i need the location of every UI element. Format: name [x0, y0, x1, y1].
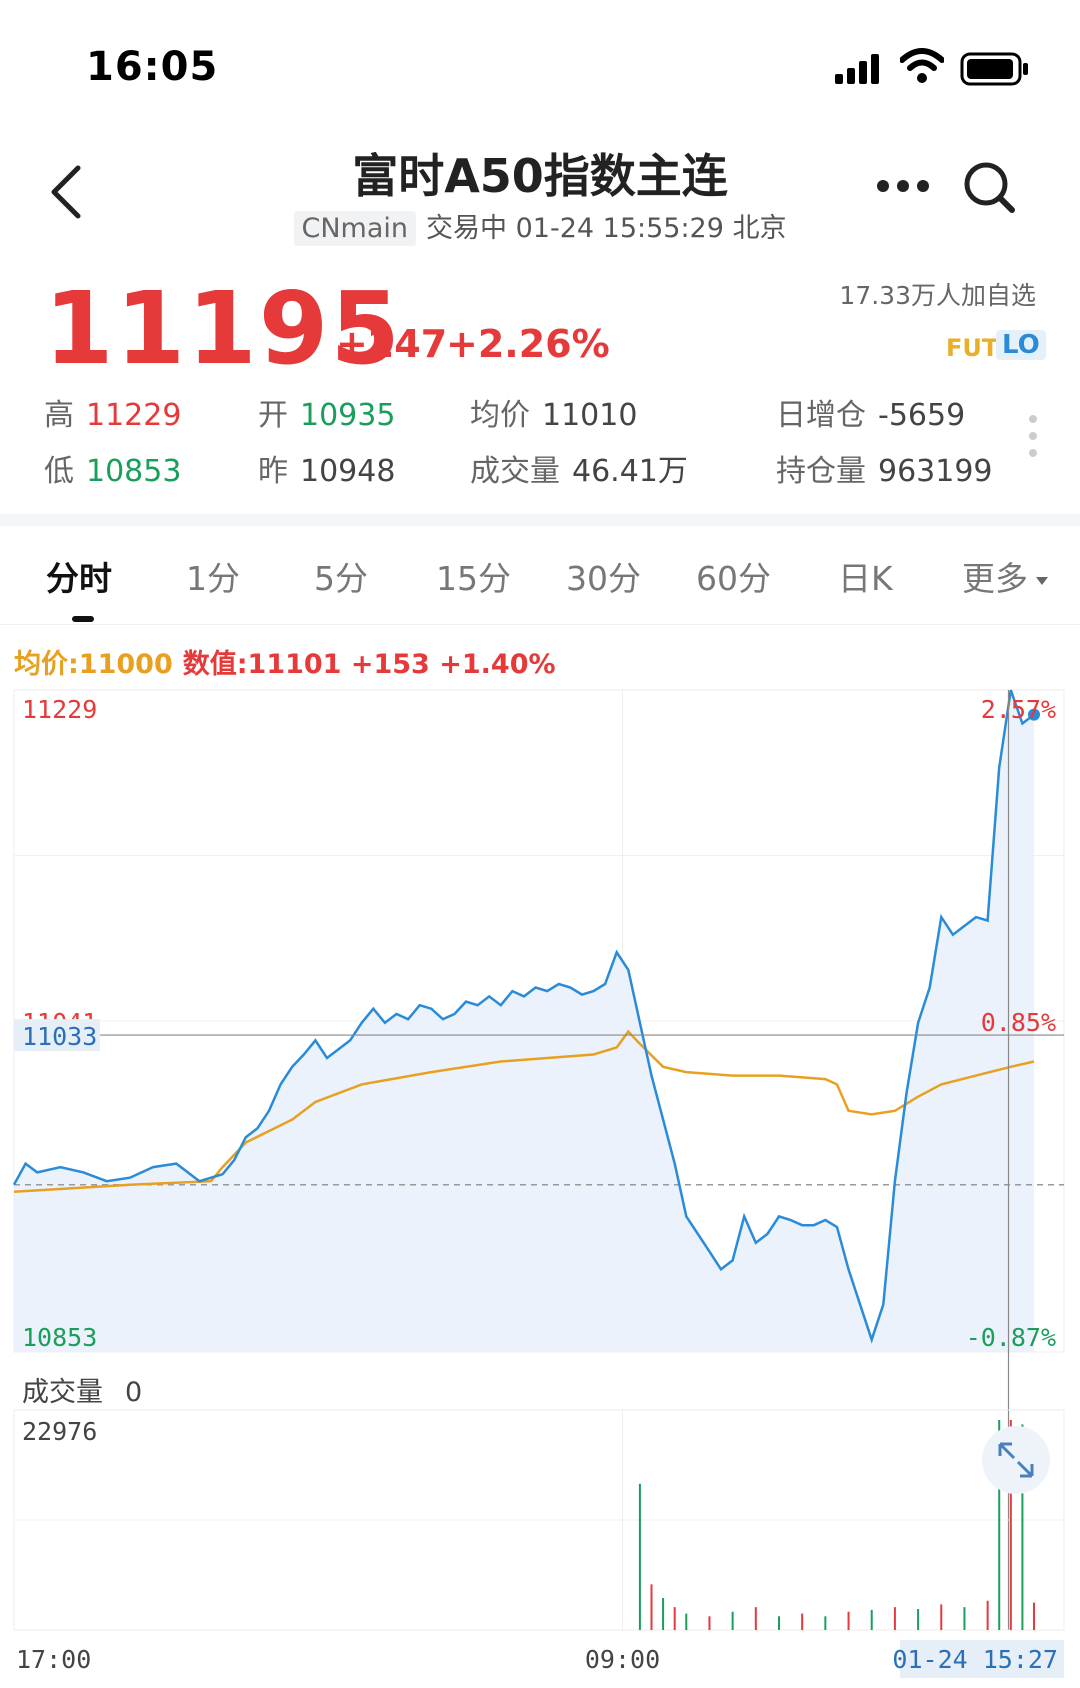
x-tick-cursor: 01-24 15:27 — [892, 1645, 1058, 1674]
y-tick-pct-low: -0.87% — [966, 1323, 1056, 1352]
last-price-dot — [1028, 708, 1040, 721]
tab-1min[interactable]: 1分 — [186, 559, 240, 598]
x-axis: 17:00 09:00 01-24 15:27 — [16, 1640, 1064, 1678]
tab-60min[interactable]: 60分 — [696, 559, 771, 598]
tab-15min[interactable]: 15分 — [436, 559, 511, 598]
price-area-fill — [14, 690, 1034, 1352]
volume-label: 成交量 0 — [22, 1377, 143, 1408]
info-average: 均价:11000 — [14, 649, 173, 680]
tab-intraday[interactable]: 分时 — [46, 559, 112, 598]
y-axis-right: 2.57% 0.85% -0.87% — [966, 695, 1056, 1352]
volume-grid: 22976 — [13, 1409, 1065, 1631]
tabs-divider — [0, 624, 1080, 625]
tab-30min[interactable]: 30分 — [566, 559, 641, 598]
tab-more[interactable]: 更多 — [962, 552, 1050, 600]
x-tick-start: 17:00 — [16, 1645, 91, 1674]
stat-open-interest: 持仓量 963199 — [776, 454, 993, 489]
y-axis-left: 11229110411103310853 — [14, 695, 100, 1352]
crosshair-value: 11033 — [22, 1022, 97, 1051]
y-tick-low: 10853 — [22, 1323, 97, 1352]
y-tick-pct-high: 2.57% — [981, 695, 1056, 724]
fullscreen-button[interactable] — [982, 1426, 1050, 1494]
y-tick-pct-mid: 0.85% — [981, 1008, 1056, 1037]
stat-high: 高 11229 — [44, 398, 182, 433]
stat-oi-change: 日增仓 -5659 — [776, 398, 966, 433]
chart-info-line: 均价:11000 数值:11101 +153 +1.40% — [14, 642, 556, 681]
page-title: 富时A50指数主连 — [352, 149, 728, 203]
battery-icon — [960, 52, 1028, 86]
info-value: 数值:11101 +153 +1.40% — [182, 649, 556, 680]
watchlist-count: 17.33万人加自选 — [839, 281, 1036, 310]
wifi-icon — [900, 48, 944, 83]
section-divider — [0, 514, 1080, 526]
back-arrow-icon[interactable] — [46, 162, 86, 222]
crosshair-value-box — [14, 1019, 100, 1052]
y-tick-high: 11229 — [22, 695, 97, 724]
x-tick-cursor-box — [900, 1640, 1064, 1678]
last-price: 11195 — [44, 270, 402, 387]
x-tick-mid: 09:00 — [585, 1645, 660, 1674]
stat-low: 低 10853 — [44, 454, 182, 489]
price-change: +247 — [336, 322, 448, 366]
status-time: 16:05 — [86, 44, 219, 90]
stat-open: 开 10935 — [258, 398, 396, 433]
search-icon[interactable] — [962, 160, 1018, 216]
dropdown-caret-icon — [1036, 576, 1048, 585]
price-line — [12, 689, 1035, 1344]
tab-5min[interactable]: 5分 — [314, 559, 368, 598]
price-change-percent: +2.26% — [446, 322, 610, 366]
more-options-icon[interactable] — [876, 178, 930, 194]
volume-bars — [638, 1420, 1035, 1630]
expand-stats-icon[interactable] — [1028, 414, 1038, 458]
cellular-signal-icon — [835, 54, 879, 84]
stat-prev-close: 昨 10948 — [258, 454, 396, 489]
average-price-line — [13, 1029, 1035, 1194]
contract-code-tag: CNmain — [293, 211, 417, 246]
lo-badge: LO — [996, 330, 1046, 360]
volume-max: 22976 — [22, 1417, 97, 1446]
trade-status-line: CNmain 交易中 01-24 15:55:29 北京 — [0, 206, 1080, 246]
active-tab-indicator — [72, 616, 94, 622]
stat-average: 均价 11010 — [470, 398, 638, 433]
tab-daily-k[interactable]: 日K — [838, 559, 893, 598]
expand-icon[interactable] — [998, 1442, 1034, 1478]
fut-badge: FUT — [946, 334, 999, 362]
stat-volume: 成交量 46.41万 — [470, 454, 688, 489]
trade-status: 交易中 01-24 15:55:29 北京 — [426, 213, 787, 244]
